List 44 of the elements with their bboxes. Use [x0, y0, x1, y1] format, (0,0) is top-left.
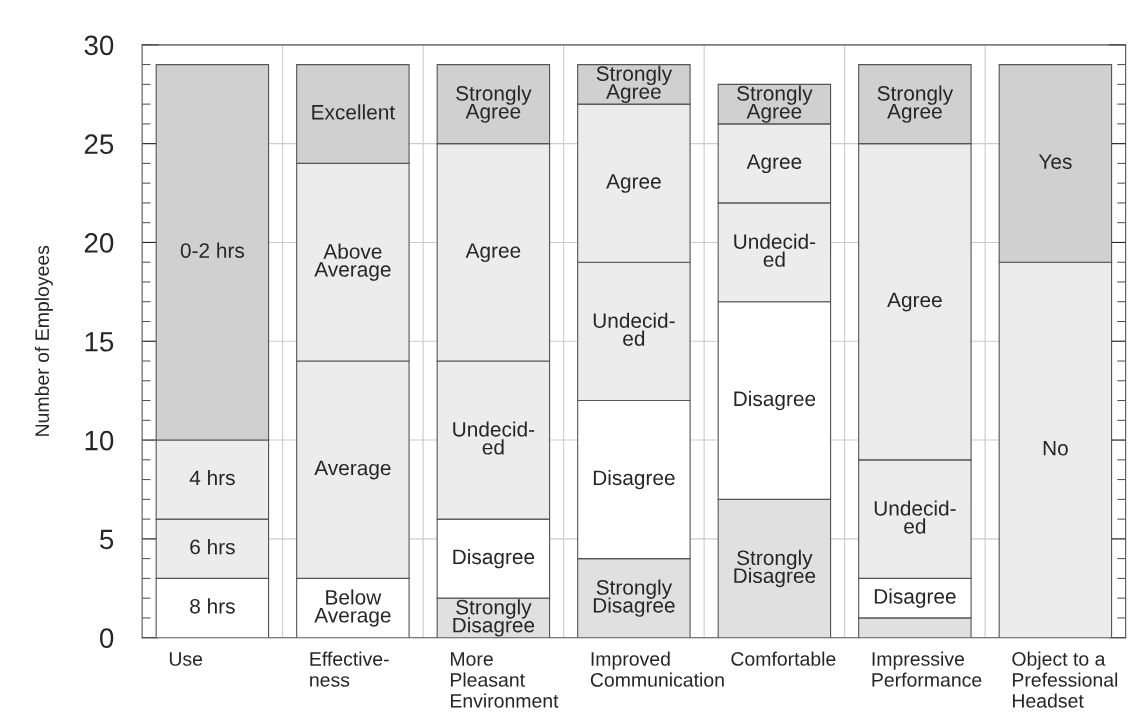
series-label: Above Average [314, 243, 391, 281]
y-tick-label: 5 [100, 529, 114, 550]
text: Disagree [453, 548, 535, 569]
y-axis-title: Number of Employees [34, 245, 53, 436]
x-tick-label: Comfortable [731, 651, 836, 666]
text: Undecid- ed [874, 500, 956, 534]
series-label: Excellent [312, 104, 395, 120]
text: Disagree [593, 469, 675, 490]
y-tick-label: 15 [85, 332, 114, 352]
x-tick-label: Object to a Prefessional Headset [1012, 651, 1118, 708]
text: Strongly Agree [737, 85, 813, 123]
series-label: 8 hrs [190, 598, 235, 614]
y-tick-label: 10 [85, 430, 114, 451]
series-label: Agree [465, 243, 521, 263]
x-tick-label: Impressive Performance [872, 651, 982, 687]
series-label: Disagree [874, 588, 956, 608]
x-tick-label: Improved Communication [590, 651, 724, 687]
series-label: Below Average [314, 589, 391, 627]
series-label: Average [314, 460, 391, 480]
x-tick-label: More Pleasant Environment [450, 652, 559, 708]
text: Agree [606, 174, 661, 193]
text: Undecid- ed [593, 312, 675, 346]
series-label: 6 hrs [190, 539, 235, 555]
text: Strongly Disagree [734, 549, 816, 588]
series-label: Undecid- ed [453, 421, 535, 455]
text: Strongly Agree [877, 85, 954, 123]
text: Strongly Agree [456, 85, 532, 123]
series-label: Strongly Disagree [453, 599, 535, 637]
x-tick-label: Effective- ness [310, 651, 389, 687]
series-label: Yes [1038, 154, 1072, 169]
y-tick-label: 30 [84, 35, 114, 56]
text: Agree [887, 292, 942, 312]
y-tick-label: 20 [84, 233, 114, 253]
series-label: 4 hrs [189, 469, 235, 486]
y-tick-label: 0 [99, 628, 114, 649]
series-label: 0-2 hrs [180, 242, 245, 258]
y-tick-label: 25 [84, 134, 114, 154]
series-label: No [1043, 441, 1068, 456]
text: Strongly Disagree [593, 579, 675, 617]
series-label: Strongly Agree [596, 65, 673, 104]
text: Agree [746, 154, 802, 174]
text: Undecid- ed [734, 233, 816, 267]
text: Disagree [734, 390, 816, 411]
x-tick-label: Use [169, 652, 203, 666]
